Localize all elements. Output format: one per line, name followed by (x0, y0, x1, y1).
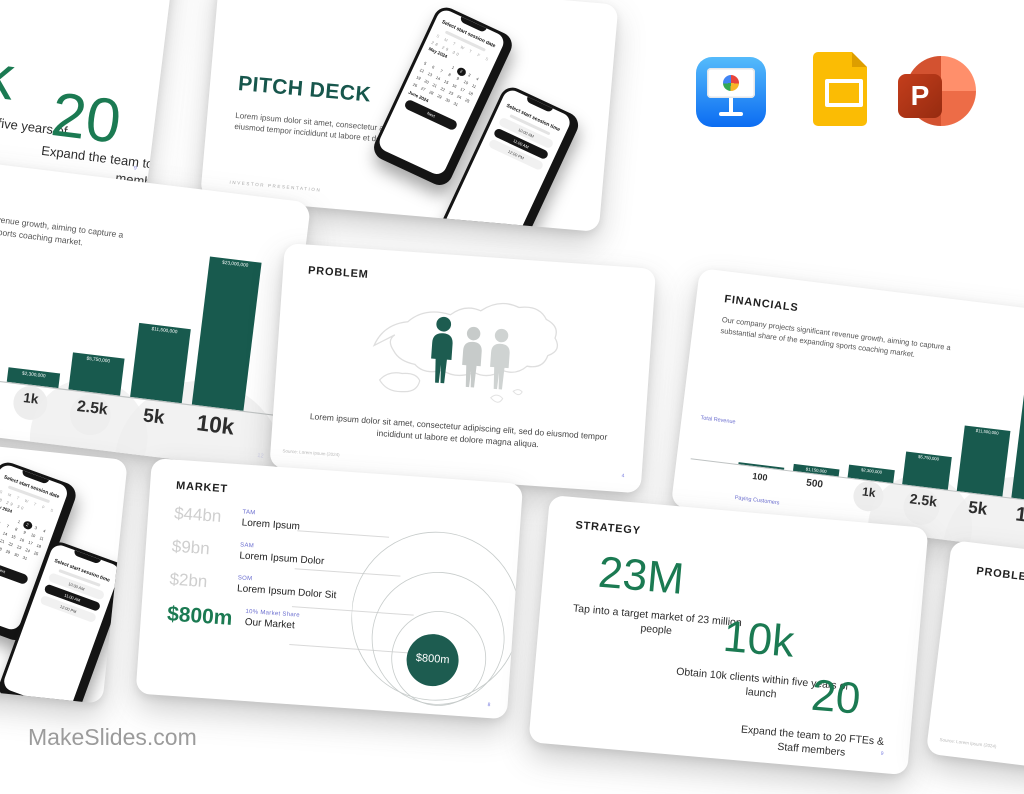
bar-10k: $23,000,000 (191, 256, 262, 411)
slide-title: STRATEGY (574, 519, 642, 538)
small-islands-icon (490, 389, 523, 403)
bar-2.5k: $5,750,000 (902, 451, 952, 490)
person-icon-gray (460, 326, 484, 388)
market-size-row: $2bn SOM Lorem Ipsum Dolor Sit (169, 570, 337, 602)
powerpoint-app-icon[interactable]: P (898, 52, 976, 130)
site-brand: MakeSlides.com (28, 724, 197, 750)
phone-notch-icon (73, 550, 102, 565)
map-with-people-illustration (372, 302, 559, 403)
phone-notch-icon (525, 96, 553, 114)
strategy-stat-clients: 10k (0, 33, 19, 114)
slide-title: MARKET (175, 479, 229, 496)
bar-2.5k: $5,750,000 (68, 352, 125, 396)
market-value: $9bn (171, 536, 211, 559)
market-value: $800m (166, 602, 234, 630)
keynote-base-icon (719, 112, 743, 116)
calendar-day: 25 (33, 549, 40, 557)
x-tick: 1k (22, 389, 40, 408)
bar-5k: $11,500,000 (956, 425, 1011, 497)
nested-market-circles (351, 531, 521, 706)
market-size-list: $44bn TAM Lorem Ipsum $9bn SAM Lorem Ips… (165, 504, 342, 651)
page-number: 4 (621, 473, 625, 480)
slide-title: PROBLEM (975, 565, 1024, 585)
market-label: Lorem Ipsum (241, 517, 301, 533)
slide-preview-problem: PROBLEM Lorem ipsum dolor sit amet, cons… (269, 243, 657, 494)
market-size-row: $44bn TAM Lorem Ipsum (173, 504, 341, 536)
hero-collage: 10k Obtain 10k clients within five years… (0, 0, 1024, 759)
google-slides-app-icon[interactable] (813, 52, 867, 126)
slide-preview-problem-corner: PROBLEM Source: Lorem Ipsum (2024) (925, 540, 1024, 794)
page-number: 9 (133, 165, 138, 172)
page-number: 8 (487, 702, 491, 709)
bar-5k: $11,500,000 (130, 322, 191, 404)
bar-10k: $23,000,000 (1011, 366, 1024, 504)
strategy-stat-team-caption: Expand the team to 20 FTEs & Staff membe… (740, 723, 885, 759)
page-number: 9 (880, 750, 884, 758)
x-tick: 100 (751, 470, 769, 483)
market-size-row: $9bn SAM Lorem Ipsum Dolor (171, 537, 339, 569)
market-label: Our Market (244, 616, 296, 632)
x-tick: 1k (861, 484, 877, 501)
keynote-screen-icon (707, 68, 755, 98)
market-value: $44bn (173, 503, 223, 526)
strategy-stat-clients: 10k (721, 611, 797, 667)
keynote-app-icon[interactable] (696, 57, 766, 127)
island-outline-icon (378, 372, 421, 393)
calendar-day: 31 (22, 554, 29, 561)
map-outline-icon (372, 302, 559, 377)
strategy-stat-team: 20 (809, 670, 863, 724)
x-axis-label: Paying Customers (734, 494, 780, 507)
person-icon-gray (488, 328, 512, 390)
slide-preview-strategy: STRATEGY 23M Tap into a target market of… (528, 495, 929, 776)
slide-preview-market: MARKET $44bn TAM Lorem Ipsum $9bn SAM Lo… (135, 458, 524, 720)
slide-preview-strategy-top: 10k Obtain 10k clients within five years… (0, 0, 191, 190)
keynote-pole-icon (729, 98, 733, 113)
source-note: Source: Lorem Ipsum (2024) (282, 448, 340, 458)
our-market-circle (406, 634, 459, 687)
source-note: Source: Lorem Ipsum (2024) (939, 736, 997, 749)
slide-frame-icon (825, 79, 863, 107)
x-tick: 500 (805, 477, 824, 491)
pie-chart-icon (723, 75, 739, 91)
y-axis-label: Total Revenue (700, 415, 736, 426)
folded-corner-icon (852, 52, 867, 67)
cover-title: PITCH DECK (237, 72, 373, 107)
strategy-stat-market: 23M (596, 547, 686, 604)
slide-title: PROBLEM (307, 264, 370, 281)
cover-footer: INVESTOR PRESENTATION (229, 179, 322, 193)
market-value: $2bn (168, 569, 208, 592)
powerpoint-letter: P (898, 74, 942, 118)
